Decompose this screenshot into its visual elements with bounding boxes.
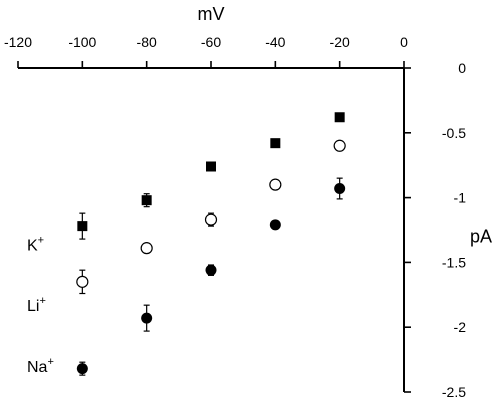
- y-tick-label: -1.5: [442, 254, 466, 270]
- data-point-na: [141, 312, 153, 324]
- data-point-k: [206, 161, 216, 172]
- x-tick-label: -20: [330, 34, 350, 50]
- y-tick-label: 0: [458, 60, 466, 76]
- series-label-k: K+: [27, 234, 44, 254]
- data-point-li: [140, 242, 153, 255]
- y-axis-title: pA: [470, 226, 492, 246]
- x-tick-label: -120: [4, 34, 32, 50]
- y-axis-ticks: 0 -0.5 -1 -1.5 -2 -2.5: [404, 60, 466, 400]
- x-tick-label: 0: [400, 34, 408, 50]
- data-point-k: [77, 221, 88, 232]
- x-axis-title: mV: [198, 4, 225, 24]
- data-point-na: [205, 264, 217, 276]
- data-point-k: [270, 138, 281, 149]
- data-point-k: [334, 112, 345, 123]
- y-tick-label: -0.5: [442, 125, 466, 141]
- data-point-li: [76, 275, 89, 288]
- x-tick-label: -40: [265, 34, 285, 50]
- data-point-na: [269, 219, 281, 231]
- x-tick-label: -80: [137, 34, 157, 50]
- y-tick-label: -2: [454, 319, 467, 335]
- data-point-na: [76, 363, 88, 375]
- series-na: [76, 177, 346, 376]
- series-li: [76, 139, 346, 295]
- series-labels: K+ Li+ Na+: [27, 234, 54, 376]
- data-point-li: [269, 178, 282, 191]
- data-point-k: [141, 195, 152, 206]
- data-point-li: [333, 139, 346, 152]
- series-label-na: Na+: [27, 356, 54, 376]
- series-k: [77, 112, 345, 240]
- x-tick-label: -100: [68, 34, 96, 50]
- data-point-na: [334, 183, 346, 195]
- x-axis-ticks: -120 -100 -80 -60 -40 -20 0: [4, 34, 408, 68]
- y-tick-label: -2.5: [442, 384, 466, 400]
- series-label-li: Li+: [27, 295, 46, 315]
- y-tick-label: -1: [454, 190, 467, 206]
- x-tick-label: -60: [201, 34, 221, 50]
- data-point-li: [204, 213, 218, 226]
- data-points: [76, 112, 346, 376]
